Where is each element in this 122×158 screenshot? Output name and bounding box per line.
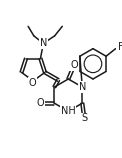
Text: S: S (81, 113, 87, 123)
Text: N: N (79, 82, 86, 92)
Text: O: O (70, 60, 78, 70)
Text: O: O (28, 78, 36, 88)
Text: NH: NH (61, 106, 76, 116)
Text: O: O (36, 98, 44, 108)
Text: N: N (40, 38, 47, 48)
Text: F: F (118, 42, 122, 52)
